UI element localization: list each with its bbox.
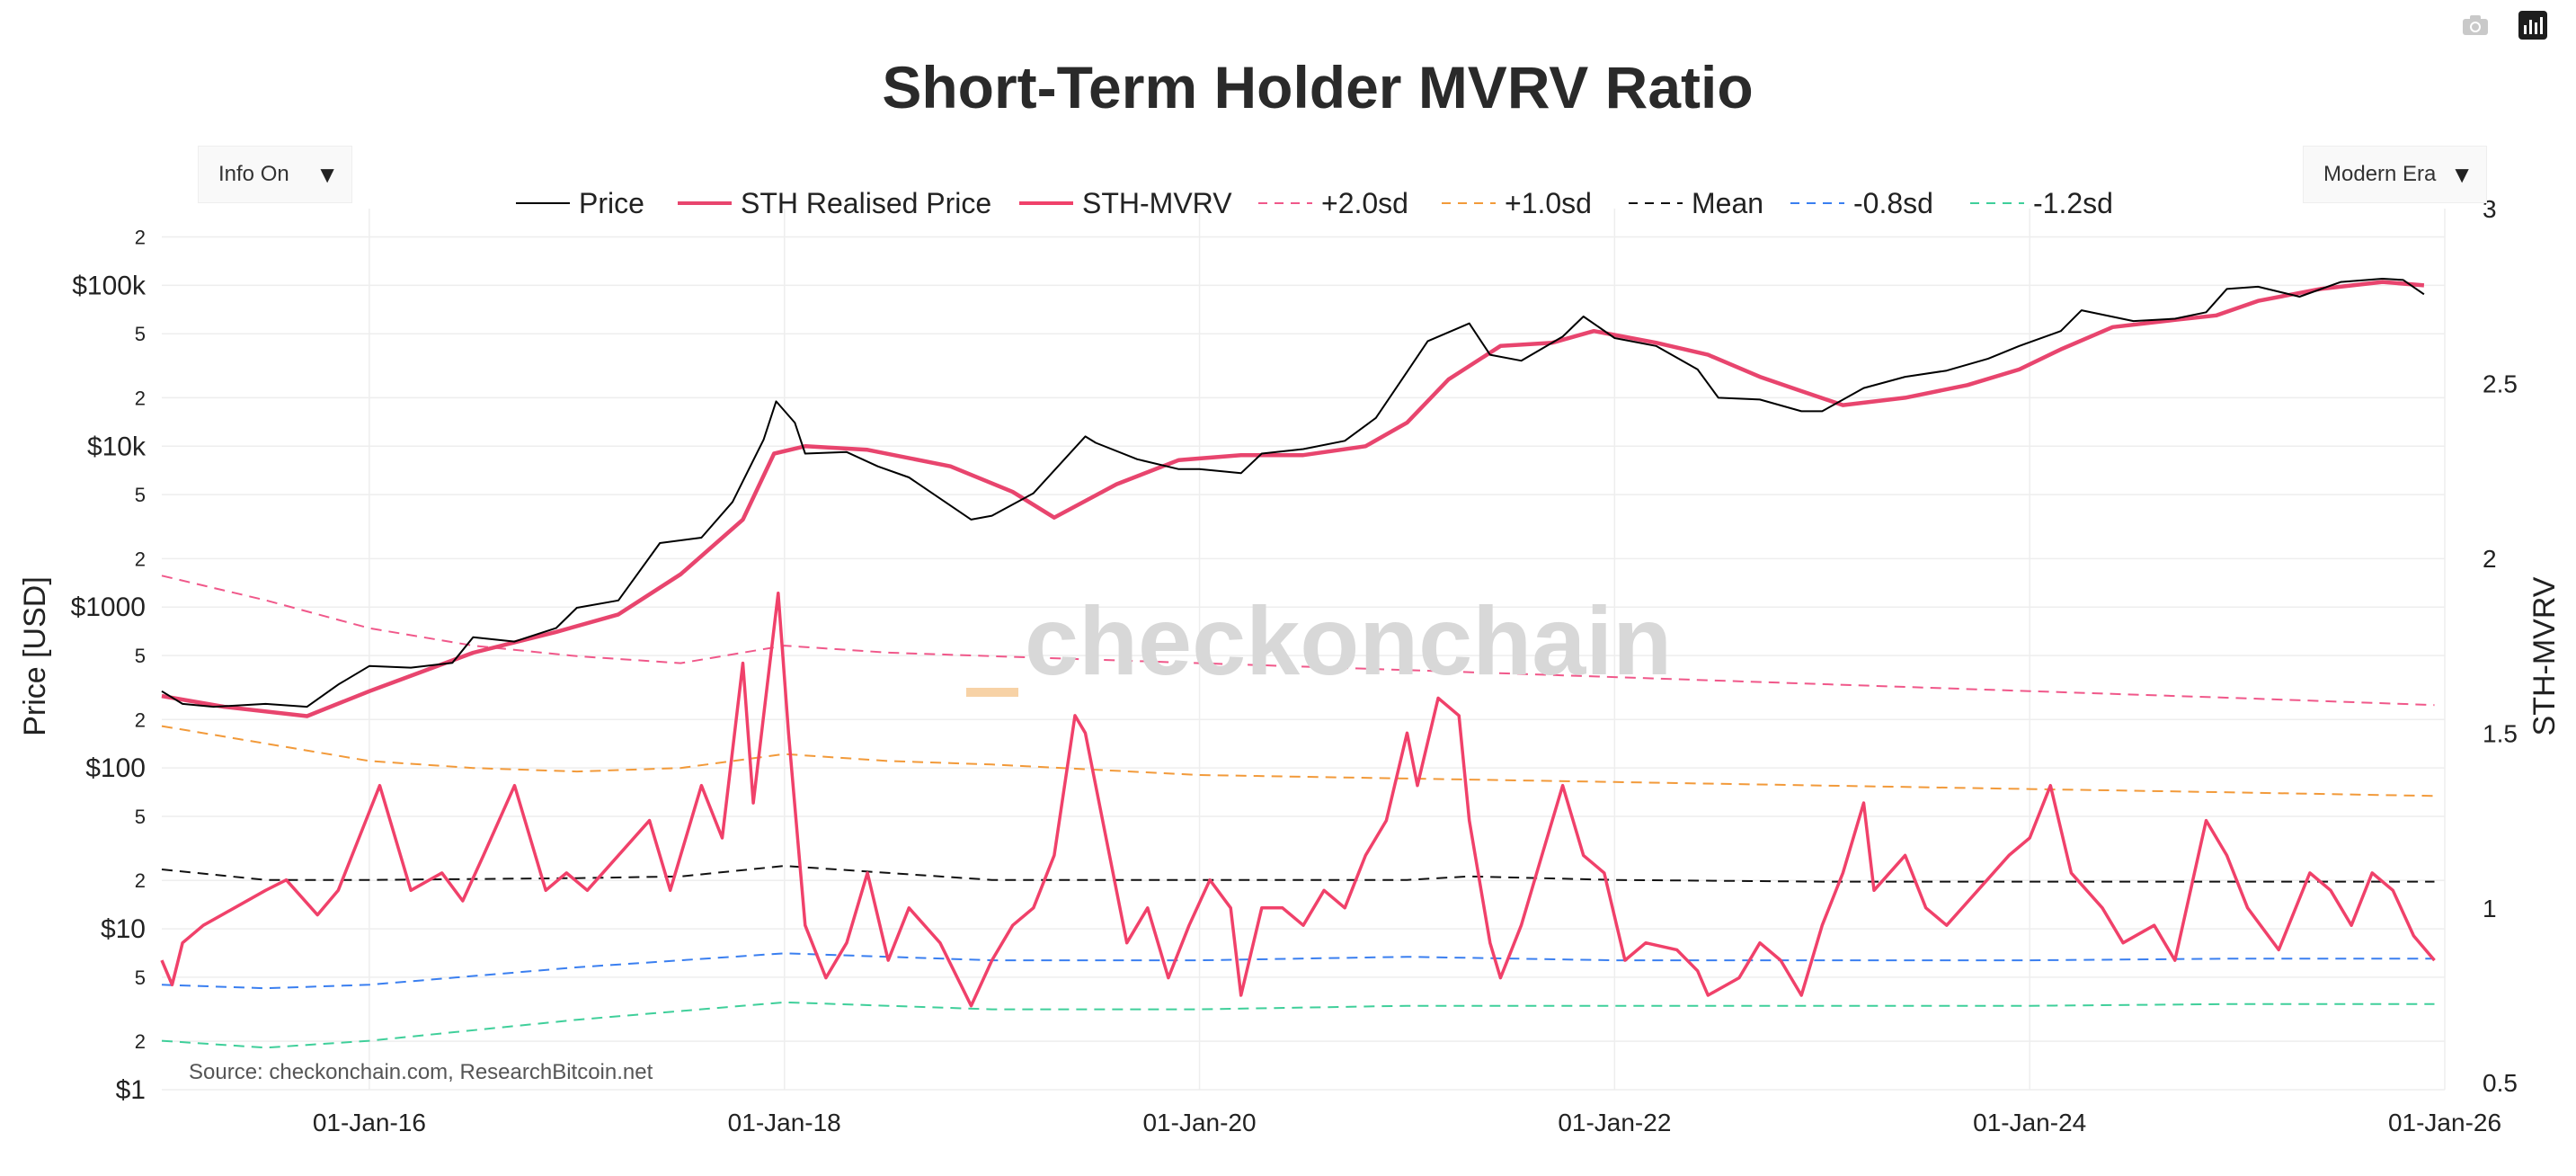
y-left-tick-label: 2 <box>135 708 146 731</box>
y-axis-left-title: Price [USD] <box>18 576 52 736</box>
y-left-tick-label: 2 <box>135 869 146 892</box>
y-left-tick-label: 5 <box>135 967 146 989</box>
plus-1sd-line <box>161 725 2435 797</box>
y-right-tick-label: 1.5 <box>2483 719 2518 747</box>
bar-chart-icon[interactable] <box>2517 9 2549 41</box>
y-left-tick-label: $100k <box>72 271 147 300</box>
mvrv-line-group <box>160 592 2436 1008</box>
minus-1-2sd-line <box>161 1001 2435 1049</box>
legend-item-label: STH-MVRV <box>1082 187 1232 219</box>
legend-item-label: STH Realised Price <box>741 187 991 219</box>
info-dropdown[interactable]: Info On ▼ <box>198 146 352 203</box>
chart-title: Short-Term Holder MVRV Ratio <box>882 54 1753 120</box>
watermark: checkonchain <box>966 586 1672 697</box>
axes: $1 2 5 $10 2 5 $100 2 5 $1000 2 5 $10k 2 5 $100k 2 0.5 1 1.… <box>71 195 2518 1136</box>
y-left-tick-label: $1 <box>116 1075 146 1105</box>
y-left-tick-label: 2 <box>135 1030 146 1053</box>
x-tick-label: 01-Jan-22 <box>1558 1109 1671 1136</box>
y-left-tick-label: 5 <box>135 645 146 667</box>
y-right-tick-label: 1 <box>2483 895 2497 922</box>
x-tick-label: 01-Jan-26 <box>2388 1109 2501 1136</box>
y-right-tick-label: 2 <box>2483 545 2497 573</box>
y-left-tick-label: $10k <box>87 432 147 461</box>
y-left-tick-label: $10 <box>101 914 146 944</box>
x-tick-label: 01-Jan-16 <box>313 1109 426 1136</box>
camera-icon-glyph <box>2463 15 2488 35</box>
info-dropdown-label: Info On <box>218 162 289 186</box>
y-right-tick-label: 0.5 <box>2483 1069 2518 1097</box>
x-tick-label: 01-Jan-18 <box>728 1109 841 1136</box>
mvrv-line <box>160 592 2436 1008</box>
watermark-text: checkonchain <box>1025 586 1672 695</box>
mean-line <box>161 865 2435 883</box>
source-annotation: Source: checkonchain.com, ResearchBitcoi… <box>189 1060 653 1084</box>
legend-item-label: -0.8sd <box>1853 187 1933 219</box>
y-left-tick-label: $100 <box>85 753 146 783</box>
price-line <box>161 278 2425 708</box>
legend: Price STH Realised Price STH-MVRV +2.0sd +1.… <box>516 187 2113 219</box>
y-right-tick-label: 2.5 <box>2483 370 2518 397</box>
era-dropdown[interactable]: Modern Era ▼ <box>2303 146 2487 203</box>
y-left-tick-label: 2 <box>135 227 146 249</box>
y-left-tick-label: 5 <box>135 484 146 506</box>
y-left-tick-label: 5 <box>135 323 146 345</box>
minus-0-8sd-line <box>161 952 2435 990</box>
legend-item-label: Mean <box>1692 187 1763 219</box>
bar-chart-icon-glyph <box>2518 11 2547 40</box>
legend-item-label: Price <box>579 187 644 219</box>
legend-item-label: +1.0sd <box>1505 187 1592 219</box>
era-dropdown-label: Modern Era <box>2323 162 2437 186</box>
grid <box>162 209 2446 1091</box>
legend-item-label: -1.2sd <box>2033 187 2113 219</box>
legend-item-label: +2.0sd <box>1321 187 1408 219</box>
x-tick-label: 01-Jan-20 <box>1142 1109 1256 1136</box>
x-tick-label: 01-Jan-24 <box>1973 1109 2086 1136</box>
sd-bands <box>161 575 2435 1049</box>
chevron-down-icon: ▼ <box>315 161 339 188</box>
price-line-group <box>161 278 2425 718</box>
realised-price-line <box>161 280 2425 718</box>
y-left-tick-label: 2 <box>135 387 146 409</box>
y-left-tick-label: $1000 <box>71 592 146 622</box>
y-left-tick-label: 2 <box>135 548 146 570</box>
y-left-tick-label: 5 <box>135 806 146 828</box>
chevron-down-icon: ▼ <box>2450 161 2474 188</box>
y-axis-right-title: STH-MVRV <box>2527 576 2562 735</box>
camera-icon[interactable] <box>2459 9 2492 41</box>
